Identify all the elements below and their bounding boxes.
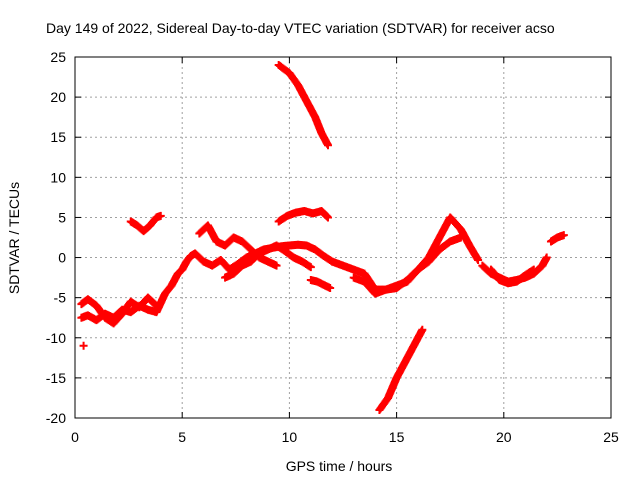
data-point <box>151 300 160 309</box>
y-tick-label: 5 <box>58 209 66 225</box>
series-track-late-b <box>349 233 465 298</box>
data-point <box>306 263 315 272</box>
series-track-end-b <box>486 265 538 288</box>
data-point <box>323 213 332 222</box>
y-ticks: -20 -15 -10 -5 0 5 10 15 20 25 <box>46 49 611 426</box>
data-point <box>542 253 551 262</box>
x-tick-label: 10 <box>282 429 298 445</box>
data-point <box>152 301 161 310</box>
data-point <box>559 231 568 240</box>
y-tick-label: 25 <box>50 49 66 65</box>
y-tick-label: -5 <box>54 290 67 306</box>
series-arc-11-neg3 <box>306 276 335 293</box>
x-axis-label: GPS time / hours <box>286 458 393 474</box>
chart-title: Day 149 of 2022, Sidereal Day-to-day VTE… <box>46 20 555 36</box>
data-point <box>272 261 281 270</box>
y-tick-label: 0 <box>58 250 66 266</box>
y-axis-label: SDTVAR / TECUs <box>6 182 22 294</box>
x-tick-label: 20 <box>496 429 512 445</box>
series-arc-small-2.6 <box>126 211 165 236</box>
data-point <box>156 211 165 220</box>
series-arc-low-14.2 <box>375 325 427 414</box>
data-point <box>326 284 335 293</box>
y-tick-label: 10 <box>50 169 66 185</box>
y-tick-label: -15 <box>46 370 66 386</box>
data-points <box>77 61 568 414</box>
series-cluster-22.5 <box>546 231 568 246</box>
series-arc-high-9.5 <box>274 61 332 150</box>
series-arc-9.5-5 <box>274 207 332 226</box>
data-point <box>529 265 538 274</box>
x-tick-label: 15 <box>389 429 405 445</box>
y-tick-label: -10 <box>46 330 66 346</box>
series-track-main-early-b <box>77 293 161 328</box>
y-tick-label: 20 <box>50 89 66 105</box>
x-ticks: 0 5 10 15 20 25 <box>71 57 619 445</box>
x-tick-label: 5 <box>178 429 186 445</box>
data-point <box>79 341 88 350</box>
plot-frame <box>74 56 612 419</box>
data-point <box>418 325 427 334</box>
series-isolated-point <box>79 341 88 350</box>
data-point <box>474 255 483 264</box>
data-point <box>323 141 332 150</box>
y-tick-label: 15 <box>50 129 66 145</box>
grid <box>75 57 611 418</box>
data-point <box>456 233 465 242</box>
y-tick-label: -20 <box>46 410 66 426</box>
x-tick-label: 0 <box>71 429 79 445</box>
series-track-main-early <box>77 249 200 325</box>
series-track-mid-c <box>221 241 315 282</box>
x-tick-label: 25 <box>603 429 619 445</box>
